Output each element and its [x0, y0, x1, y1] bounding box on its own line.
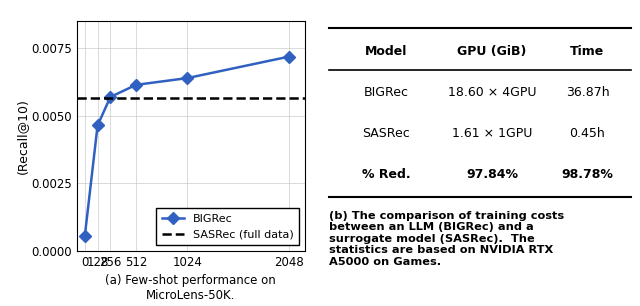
- Text: SASRec: SASRec: [362, 127, 410, 140]
- Text: 36.87h: 36.87h: [566, 86, 609, 99]
- Text: Model: Model: [365, 45, 407, 58]
- BIGRec: [132, 83, 140, 87]
- Text: 97.84%: 97.84%: [466, 169, 518, 181]
- Text: 1.61 × 1GPU: 1.61 × 1GPU: [452, 127, 532, 140]
- BIGRec: [183, 76, 191, 80]
- SASRec (full data): [81, 96, 89, 100]
- SASRec (full data): [81, 96, 88, 100]
- Text: (b) The comparison of training costs
between an LLM (BIGRec) and a
surrogate mod: (b) The comparison of training costs bet…: [329, 211, 564, 267]
- Text: BIGRec: BIGRec: [364, 86, 408, 99]
- Text: GPU (GiB): GPU (GiB): [458, 45, 527, 58]
- BIGRec: [285, 55, 293, 58]
- Legend: BIGRec, SASRec (full data): BIGRec, SASRec (full data): [156, 208, 299, 245]
- Y-axis label: (Recall@10): (Recall@10): [15, 98, 28, 174]
- X-axis label: (a) Few-shot performance on
MicroLens-50K.: (a) Few-shot performance on MicroLens-50…: [106, 274, 276, 302]
- BIGRec: [93, 124, 101, 127]
- Text: 98.78%: 98.78%: [561, 169, 613, 181]
- Text: 18.60 × 4GPU: 18.60 × 4GPU: [448, 86, 536, 99]
- Text: Time: Time: [570, 45, 605, 58]
- Text: 0.45h: 0.45h: [570, 127, 605, 140]
- Line: BIGRec: BIGRec: [81, 52, 294, 240]
- BIGRec: [106, 95, 114, 99]
- Text: % Red.: % Red.: [362, 169, 410, 181]
- BIGRec: [81, 234, 88, 238]
